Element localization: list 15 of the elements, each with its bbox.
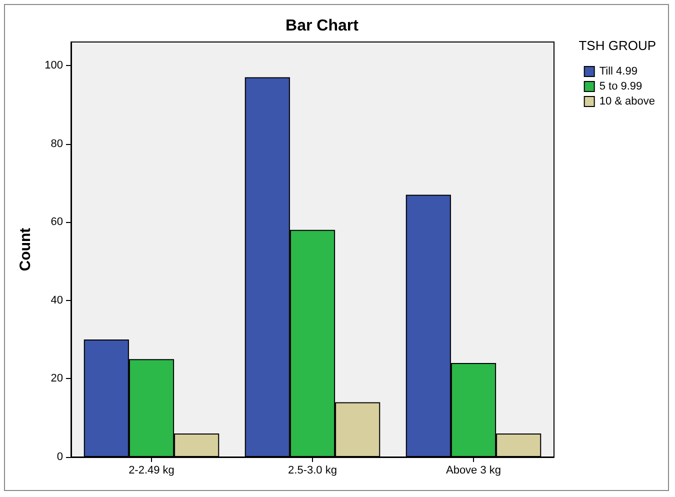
x-tick-label: 2.5-3.0 kg: [288, 464, 337, 476]
x-tick-label: 2-2.49 kg: [128, 464, 174, 476]
y-tick-label: 80: [50, 138, 63, 150]
x-tick-label: Above 3 kg: [446, 464, 502, 476]
y-tick-label: 0: [56, 451, 63, 463]
y-tick-label: 40: [50, 294, 63, 306]
legend-title: TSH GROUP: [578, 38, 656, 53]
y-tick-label: 20: [50, 372, 63, 385]
y-axis-title: Count: [17, 228, 34, 272]
chart-title: Bar Chart: [286, 18, 360, 34]
legend-label: Till 4.99: [599, 66, 638, 78]
legend-label: 5 to 9.99: [599, 80, 642, 92]
y-tick-label: 100: [44, 59, 63, 72]
y-tick-label: 60: [50, 216, 63, 228]
legend-label: 10 & above: [599, 96, 655, 108]
